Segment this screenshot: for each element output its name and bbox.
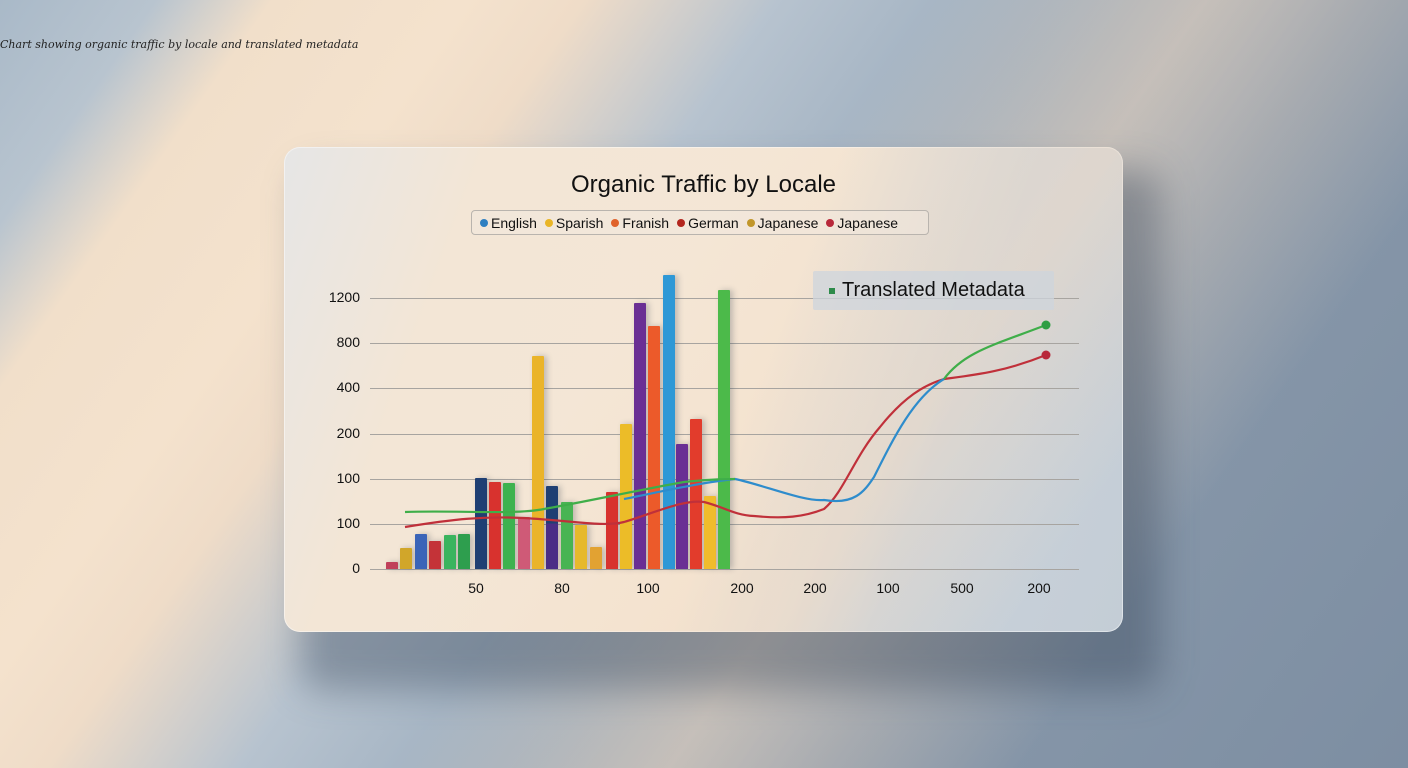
legend-item-german[interactable]: German — [677, 215, 739, 231]
chart-title: Organic Traffic by Locale — [570, 171, 837, 198]
y-tick-label: 100 — [336, 470, 360, 486]
chart-card: Organic Traffic by Locale English Sparis… — [284, 147, 1123, 632]
bar[interactable] — [532, 356, 544, 569]
bar[interactable] — [444, 535, 456, 569]
x-tick-label: 500 — [950, 580, 974, 596]
legend-dot-icon — [611, 218, 620, 227]
bar[interactable] — [690, 419, 702, 569]
legend-label: Japanese — [837, 214, 899, 231]
red-line — [404, 353, 1047, 529]
x-tick-label: 80 — [554, 580, 570, 596]
red-end-marker — [1041, 350, 1051, 360]
chart-legend: English Sparish Franish German Japanese … — [471, 210, 929, 235]
chart-caption: Chart showing organic traffic by locale … — [0, 38, 359, 51]
legend-label: Japanese — [757, 214, 819, 231]
legend-dot-icon — [746, 218, 755, 227]
bar[interactable] — [561, 502, 573, 569]
bar[interactable] — [634, 303, 646, 569]
y-tick-label: 400 — [336, 379, 360, 395]
y-tick-label: 0 — [352, 560, 360, 576]
bar[interactable] — [386, 562, 398, 569]
bar[interactable] — [606, 492, 618, 569]
bar[interactable] — [400, 548, 412, 569]
legend-dot-icon — [544, 218, 553, 227]
translated-metadata-line-right — [943, 323, 1047, 380]
y-tick-label: 100 — [336, 515, 360, 531]
legend-label: English — [491, 214, 537, 231]
translated-metadata-line — [404, 477, 736, 514]
x-tick-label: 200 — [1027, 580, 1051, 596]
bar[interactable] — [718, 290, 730, 569]
bar[interactable] — [458, 534, 470, 569]
legend-item-japanese-2[interactable]: Japanese — [826, 215, 898, 231]
legend-item-sparish[interactable]: Sparish — [544, 214, 604, 231]
translated-metadata-label: Translated Metadata — [842, 279, 1025, 301]
x-axis-line — [370, 569, 1079, 570]
bar[interactable] — [620, 424, 632, 569]
bar[interactable] — [415, 534, 427, 569]
legend-dot-icon — [826, 218, 835, 227]
x-tick-label: 200 — [803, 580, 827, 596]
legend-item-english[interactable]: English — [480, 215, 537, 231]
legend-square-icon — [829, 287, 835, 294]
y-tick-label: 1200 — [328, 289, 360, 305]
bar[interactable] — [648, 326, 660, 569]
green-end-marker — [1041, 320, 1051, 330]
bar[interactable] — [704, 496, 716, 569]
bar[interactable] — [590, 547, 602, 569]
bar[interactable] — [518, 517, 530, 569]
legend-item-franish[interactable]: Franish — [611, 215, 669, 231]
x-tick-label: 200 — [730, 580, 754, 596]
x-tick-label: 100 — [636, 580, 660, 596]
bar[interactable] — [663, 275, 675, 569]
line-series — [404, 320, 1051, 529]
y-tick-label: 200 — [336, 425, 360, 441]
bar[interactable] — [575, 525, 587, 569]
bar[interactable] — [503, 483, 515, 569]
bar[interactable] — [676, 444, 688, 569]
plot-area: 1200 800 400 200 100 100 0 50 80 100 200… — [284, 147, 1123, 632]
bar[interactable] — [429, 541, 441, 569]
bar[interactable] — [475, 478, 487, 569]
x-tick-label: 100 — [876, 580, 900, 596]
y-tick-label: 800 — [336, 334, 360, 350]
blue-line — [623, 378, 945, 503]
legend-item-japanese-1[interactable]: Japanese — [746, 214, 819, 231]
legend-dot-icon — [480, 218, 488, 227]
legend-label: Franish — [622, 214, 670, 231]
legend-label: German — [688, 214, 739, 231]
legend-dot-icon — [677, 218, 686, 227]
legend-label: Sparish — [555, 214, 604, 231]
translated-metadata-legend[interactable]: Translated Metadata — [813, 271, 1054, 310]
x-tick-label: 50 — [468, 580, 484, 596]
bar[interactable] — [489, 482, 501, 569]
